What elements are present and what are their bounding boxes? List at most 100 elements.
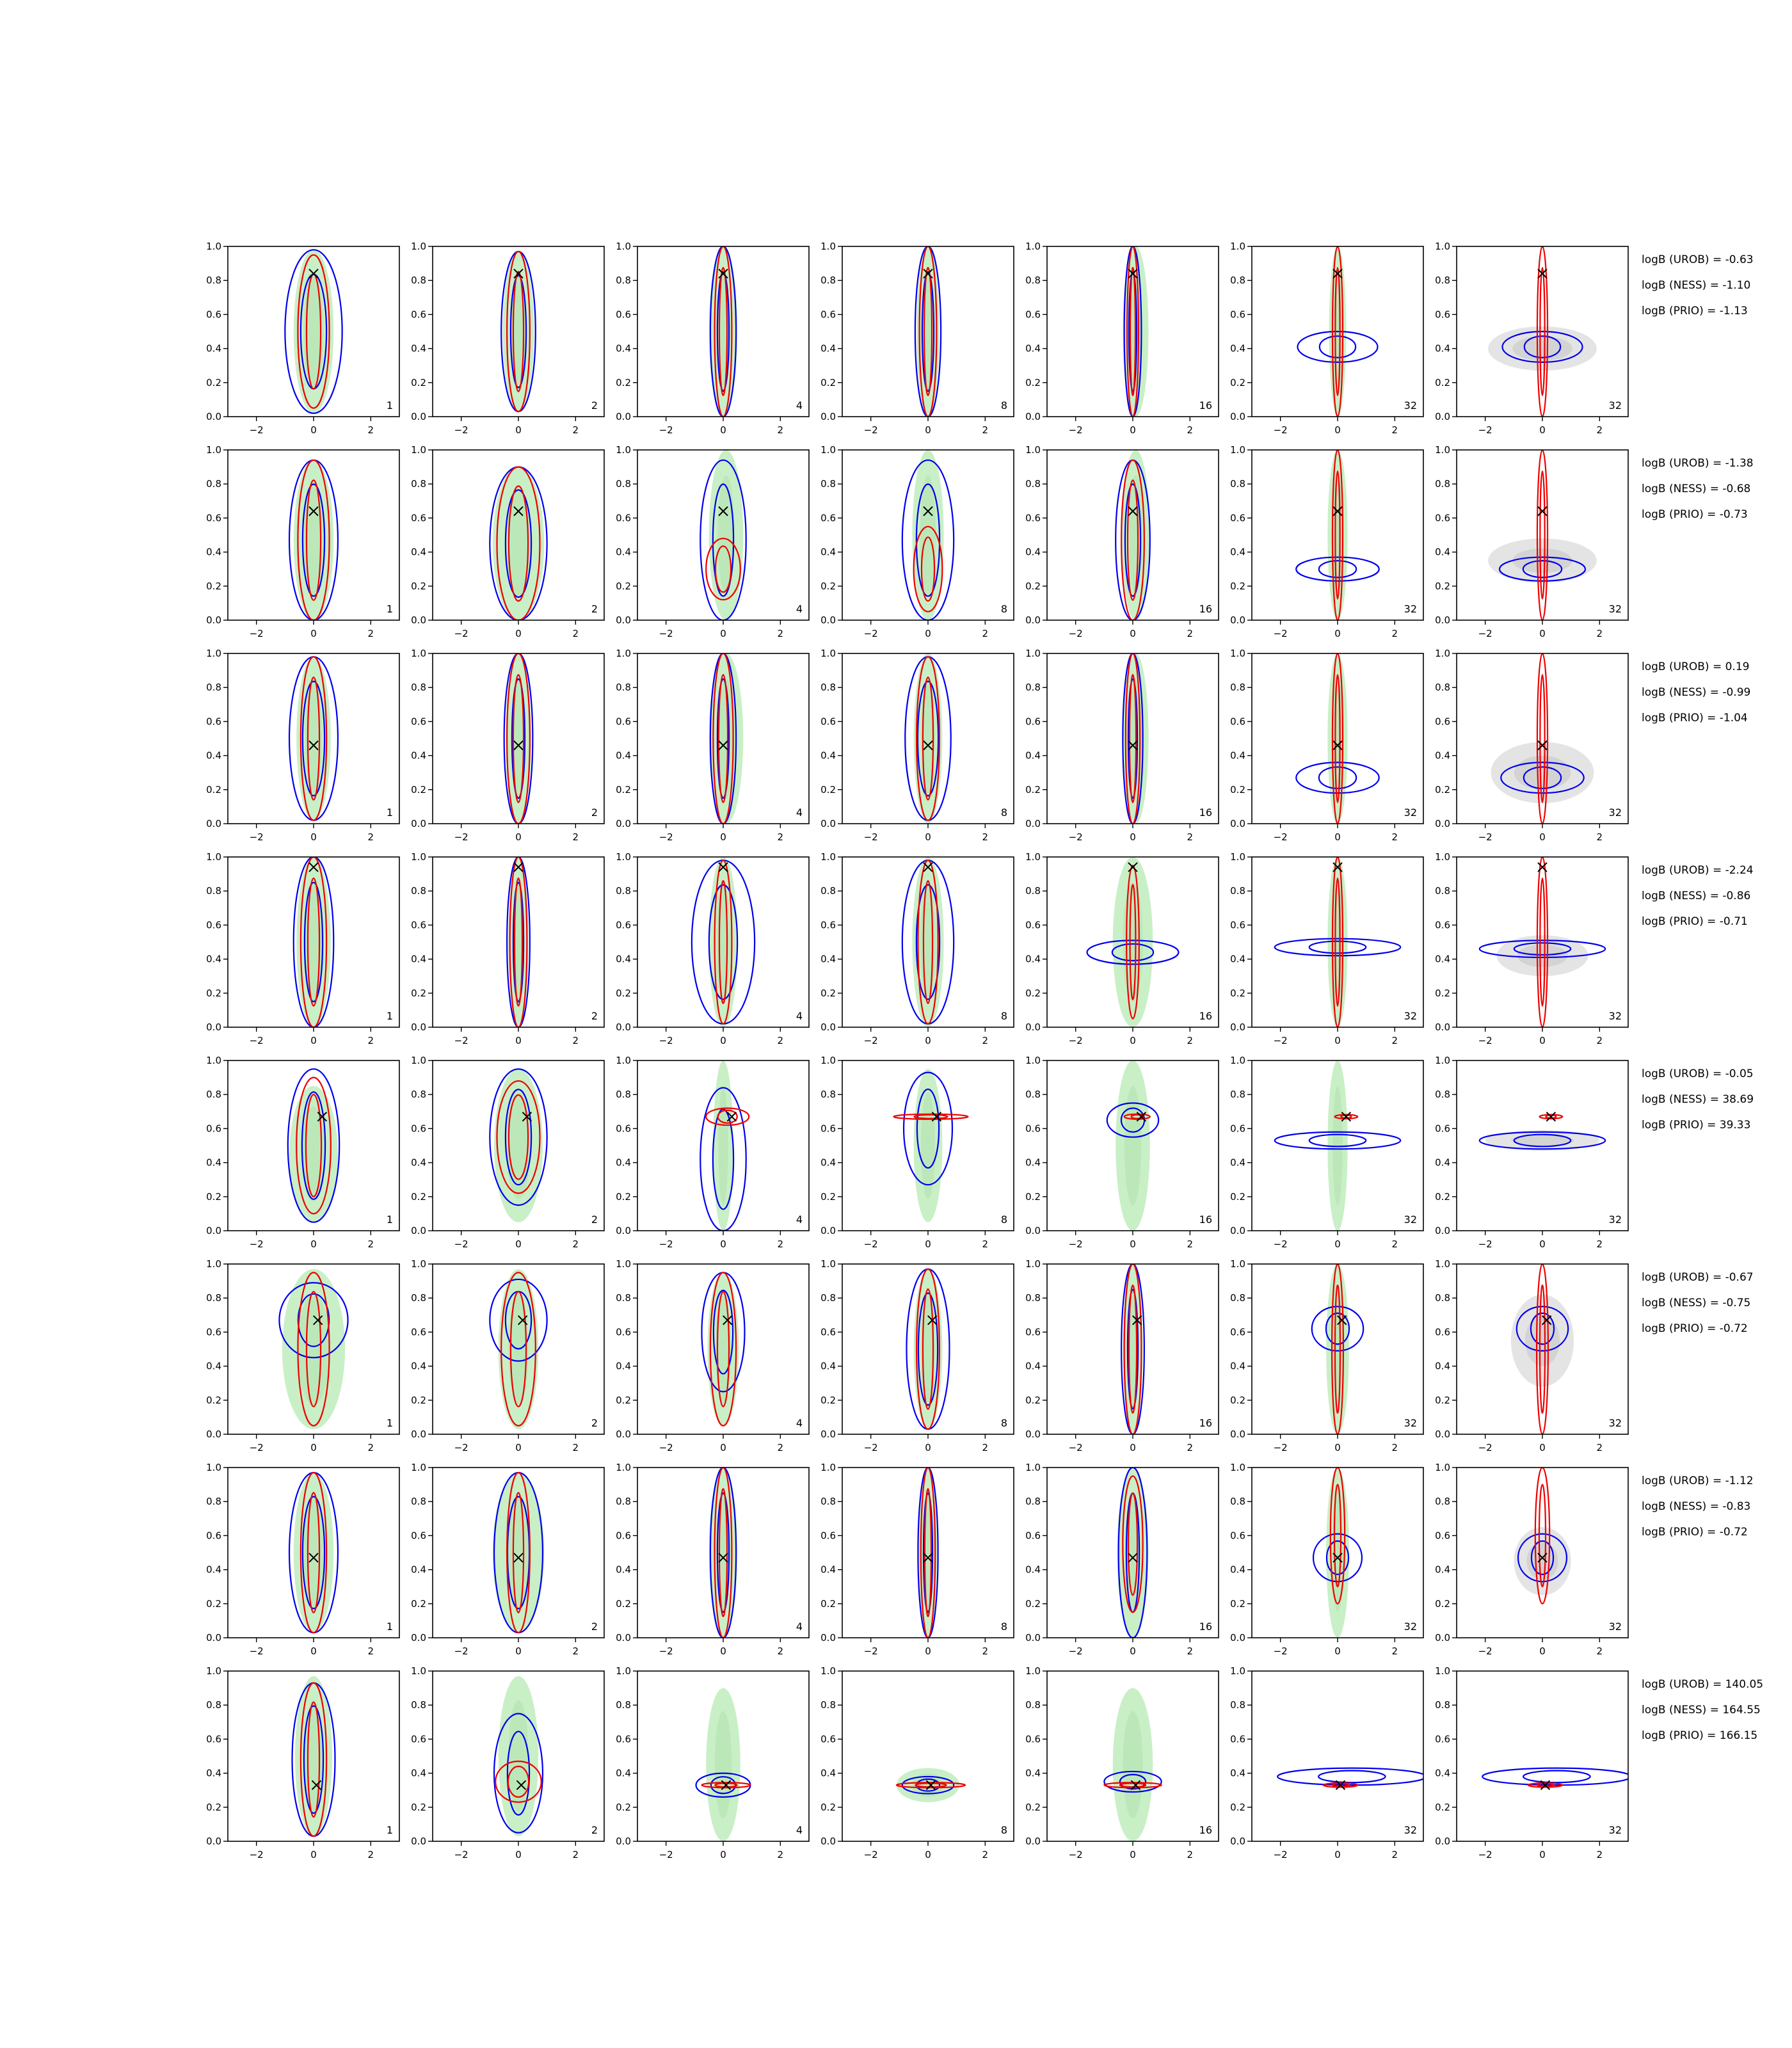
y-tick-label: 0.8 — [1230, 1089, 1245, 1100]
truth-marker — [721, 1780, 732, 1790]
truth-marker — [308, 1553, 319, 1563]
red-contour-inner — [1334, 267, 1341, 396]
x-tick-label: 0 — [720, 831, 726, 843]
y-tick-label: 0.6 — [616, 1326, 631, 1338]
panel-r4-c4: −2 0 2 0.0 0.2 0.4 0.6 0.8 1.0 8 — [820, 851, 1014, 1046]
panel-plot-area — [1478, 857, 1606, 1027]
panel-plot-area — [1123, 246, 1149, 417]
blue-contour-inner — [1325, 1540, 1350, 1576]
y-tick-label: 0.4 — [820, 954, 836, 965]
red-contour-inner — [305, 479, 322, 601]
red-contour-outer — [496, 1080, 541, 1194]
y-tick-label: 0.6 — [820, 716, 836, 727]
panel-count-label: 32 — [1404, 1620, 1417, 1633]
x-tick-label: 0 — [310, 831, 317, 843]
y-tick-label: 0.4 — [1435, 343, 1450, 355]
x-tick-label: 0 — [515, 1035, 522, 1046]
truth-marker — [317, 1112, 328, 1122]
panel-r5-c6: −2 0 2 0.0 0.2 0.4 0.6 0.8 1.0 32 — [1230, 1055, 1424, 1250]
y-tick-label: 0.2 — [1435, 1191, 1450, 1203]
y-tick-label: 0.0 — [1435, 1225, 1450, 1236]
y-tick-label: 0.8 — [616, 275, 631, 286]
x-tick-label: −2 — [1274, 1849, 1288, 1860]
y-tick-label: 0.0 — [616, 1021, 631, 1033]
panel-r5-c5: −2 0 2 0.0 0.2 0.4 0.6 0.8 1.0 16 — [1025, 1055, 1219, 1250]
y-tick-label: 0.2 — [616, 1598, 631, 1610]
x-tick-label: 0 — [1130, 1645, 1136, 1657]
x-tick-label: 0 — [310, 1035, 317, 1046]
x-tick-label: 2 — [573, 1442, 579, 1453]
panel-plot-area — [1103, 1688, 1162, 1841]
x-tick-label: 0 — [1539, 1442, 1546, 1453]
red-contour-inner — [923, 267, 933, 396]
blue-contour-inner — [504, 1089, 532, 1186]
panel-plot-area — [1086, 857, 1180, 1027]
y-tick-label: 0.6 — [1025, 1326, 1041, 1338]
y-tick-label: 0.0 — [411, 614, 426, 626]
y-tick-label: 0.2 — [1230, 580, 1245, 592]
blue-contour-inner — [1513, 1133, 1572, 1148]
red-contour-inner — [1126, 479, 1139, 601]
green-density-core — [717, 678, 735, 799]
red-contour-inner — [512, 674, 525, 803]
blue-contour-inner — [1523, 766, 1562, 790]
panel-count-label: 1 — [387, 806, 393, 819]
x-tick-label: 2 — [1392, 1238, 1398, 1250]
panel-frame — [1456, 1670, 1629, 1842]
red-contour-outer — [509, 857, 528, 1027]
truth-marker — [1537, 506, 1548, 516]
red-contour-inner — [924, 1488, 932, 1617]
logb-annotation: logB (NESS) = -0.83 — [1642, 1500, 1750, 1513]
y-tick-label: 1.0 — [820, 851, 836, 863]
y-tick-label: 0.4 — [1025, 547, 1041, 558]
y-tick-label: 0.6 — [1435, 716, 1450, 727]
y-tick-label: 0.4 — [1025, 1361, 1041, 1372]
red-contour-inner — [718, 880, 728, 1004]
logb-annotation: logB (NESS) = 164.55 — [1642, 1704, 1761, 1716]
red-contour-inner — [307, 676, 321, 801]
truth-marker — [923, 740, 933, 751]
truth-marker — [718, 268, 728, 279]
truth-marker — [1128, 862, 1138, 872]
panel-r2-c6: −2 0 2 0.0 0.2 0.4 0.6 0.8 1.0 32 — [1230, 444, 1424, 639]
blue-contour-inner — [917, 1292, 939, 1406]
y-tick-label: 0.0 — [411, 1428, 426, 1440]
red-contour-inner — [509, 1291, 527, 1407]
y-tick-label: 0.8 — [820, 1292, 836, 1304]
x-tick-label: −2 — [1274, 1645, 1288, 1657]
panel-r2-c7: −2 0 2 0.0 0.2 0.4 0.6 0.8 1.0 32 — [1435, 444, 1629, 639]
panel-r8-c7: −2 0 2 0.0 0.2 0.4 0.6 0.8 1.0 32 — [1435, 1665, 1629, 1860]
x-tick-label: 2 — [1392, 424, 1398, 436]
red-contour-inner — [922, 1288, 934, 1410]
panel-count-label: 8 — [1001, 1213, 1007, 1226]
y-tick-label: 0.0 — [820, 818, 836, 829]
blue-contour-outer — [503, 653, 534, 824]
y-tick-label: 0.8 — [206, 1292, 221, 1304]
y-tick-label: 0.8 — [1435, 1699, 1450, 1711]
y-tick-label: 0.8 — [820, 1089, 836, 1100]
x-tick-label: 0 — [515, 628, 522, 639]
y-tick-label: 0.4 — [1435, 1564, 1450, 1576]
panel-plot-area — [1491, 653, 1594, 824]
y-tick-label: 0.6 — [206, 1123, 221, 1134]
y-tick-label: 1.0 — [1230, 1055, 1245, 1066]
x-tick-label: −2 — [864, 831, 878, 843]
x-tick-label: −2 — [1069, 831, 1083, 843]
panel-r1-c2: −2 0 2 0.0 0.2 0.4 0.6 0.8 1.0 2 — [411, 241, 605, 436]
blue-contour-outer — [709, 246, 737, 417]
blue-contour-inner — [708, 884, 739, 1000]
y-tick-label: 0.0 — [820, 1632, 836, 1644]
panel-r2-c5: −2 0 2 0.0 0.2 0.4 0.6 0.8 1.0 16 — [1025, 444, 1219, 639]
blue-contour-outer — [489, 1068, 548, 1206]
panel-count-label: 8 — [1001, 1417, 1007, 1429]
y-tick-label: 0.2 — [1025, 377, 1041, 388]
red-contour-outer — [1124, 653, 1141, 824]
blue-contour-inner — [301, 1496, 326, 1610]
y-tick-label: 0.8 — [1435, 885, 1450, 897]
blue-contour-inner — [1530, 1312, 1555, 1345]
panel-r7-c3: −2 0 2 0.0 0.2 0.4 0.6 0.8 1.0 4 — [616, 1462, 810, 1657]
x-tick-label: −2 — [1274, 1442, 1288, 1453]
y-tick-label: 0.8 — [1230, 478, 1245, 490]
panel-count-label: 4 — [796, 1620, 803, 1633]
y-tick-label: 0.4 — [1025, 954, 1041, 965]
